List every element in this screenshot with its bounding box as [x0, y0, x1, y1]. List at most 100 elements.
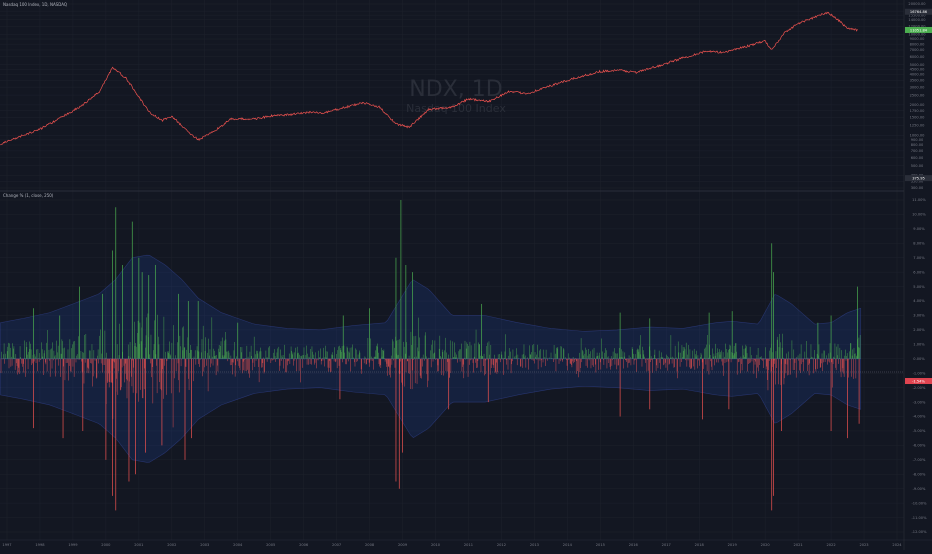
price-tick-label: 500.00 [911, 164, 924, 168]
price-tick-label: 15500.00 [908, 13, 926, 17]
year-tick-label: 2013 [530, 543, 539, 547]
lower-band [0, 358, 862, 463]
year-tick-label: 2018 [695, 543, 705, 547]
price-tick-label: 1000.00 [910, 133, 926, 137]
change-tick-label: 8.00% [913, 242, 925, 246]
watermark: NDX, 1D Nasdaq 100 Index [406, 77, 506, 115]
price-tick-label: 1500.00 [910, 116, 926, 120]
year-tick-label: 2002 [167, 543, 176, 547]
year-tick-label: 2009 [398, 543, 408, 547]
price-tick-label: 8000.00 [910, 42, 926, 46]
price-tick-label: 700.00 [911, 149, 924, 153]
year-tick-label: 2006 [299, 543, 309, 547]
change-tick-label: -8.00% [913, 472, 926, 476]
change-tick-label: 1.00% [913, 343, 925, 347]
year-tick-label: 2020 [761, 543, 771, 547]
year-tick-label: 2007 [332, 543, 341, 547]
change-tick-label: 9.00% [913, 227, 925, 231]
change-tick-label: -2.00% [913, 386, 926, 390]
year-tick-label: 2022 [826, 543, 835, 547]
change-tick-label: 6.00% [913, 270, 925, 274]
price-tick-label: 10000.00 [908, 33, 926, 37]
change-axis[interactable]: 11.00% 10.00% 9.00% 8.00% 7.00% 6.00% 5.00% 4.0… [912, 198, 928, 534]
time-axis[interactable]: 1997 1998 1999 2000 2001 2002 2003 2004 2005 2006… [2, 543, 902, 547]
price-tick-label: 12000.00 [908, 25, 926, 29]
price-tick-label: 900.00 [911, 138, 924, 142]
change-tick-label: -12.00% [912, 530, 928, 534]
price-tick-label: 350.00 [911, 179, 924, 183]
year-tick-label: 2000 [101, 543, 111, 547]
symbol-legend[interactable]: Nasdaq 100 Index, 1D, NASDAQ [3, 2, 68, 7]
price-tick-label: 600.00 [911, 156, 924, 160]
change-tick-label: -10.00% [912, 501, 928, 505]
change-tick-label: 11.00% [912, 198, 926, 202]
change-tick-label: -7.00% [913, 458, 926, 462]
price-tick-label: 14000.00 [908, 18, 926, 22]
year-tick-label: 1997 [2, 543, 11, 547]
year-tick-label: 2003 [200, 543, 209, 547]
price-tick-label: 3000.00 [910, 85, 926, 89]
year-tick-label: 2015 [596, 543, 605, 547]
year-tick-label: 2012 [497, 543, 506, 547]
year-tick-label: 2017 [662, 543, 671, 547]
price-tick-label: 3500.00 [910, 79, 926, 83]
change-tick-label: 3.00% [913, 314, 925, 318]
price-axis[interactable]: 20000.0017000.0015500.0014000.0012000.00… [908, 2, 926, 190]
price-tick-label: 2000.00 [910, 103, 926, 107]
change-tick-label: -3.00% [913, 400, 926, 404]
year-tick-label: 2016 [629, 543, 639, 547]
change-tick-label: -1.00% [913, 371, 926, 375]
change-tick-label: -11.00% [912, 516, 928, 520]
price-tick-label: 7000.00 [910, 48, 926, 52]
price-tick-label: 800.00 [911, 143, 924, 147]
watermark-symbol: NDX, 1D [409, 77, 502, 102]
year-tick-label: 2005 [266, 543, 275, 547]
year-tick-label: 2023 [859, 543, 868, 547]
change-tick-label: 10.00% [912, 213, 926, 217]
change-tick-label: 2.00% [913, 328, 925, 332]
year-tick-label: 1998 [35, 543, 45, 547]
year-tick-label: 2004 [233, 543, 243, 547]
volatility-bands [0, 254, 862, 463]
change-tick-label: -6.00% [913, 444, 926, 448]
price-tick-label: 20000.00 [908, 2, 926, 6]
price-tick-label: 2500.00 [910, 93, 926, 97]
change-tick-label: 7.00% [913, 256, 925, 260]
year-tick-label: 2011 [464, 543, 473, 547]
high-badge-text: 16764.86 [910, 10, 928, 14]
year-tick-label: 2024 [892, 543, 902, 547]
change-last-badge-text: -1.54% [912, 379, 925, 383]
year-tick-label: 2008 [365, 543, 375, 547]
change-last-badge-bg [905, 378, 932, 385]
price-tick-label: 1250.00 [910, 124, 926, 128]
change-tick-label: 5.00% [913, 285, 925, 289]
year-tick-label: 2019 [728, 543, 738, 547]
year-tick-label: 2014 [563, 543, 573, 547]
year-tick-label: 2010 [431, 543, 441, 547]
last-price-badge-bg [905, 26, 932, 33]
change-tick-label: -9.00% [913, 487, 926, 491]
price-tick-label: 4500.00 [910, 68, 926, 72]
price-series [0, 11, 858, 146]
axis-badges: 16764.86 11051.84 375.95 -1.54% [905, 8, 932, 385]
price-tick-label: 4000.00 [910, 73, 926, 77]
price-tick-label: 5000.00 [910, 63, 926, 67]
indicator-legend[interactable]: Change % (1, close, 250) [3, 193, 54, 198]
year-tick-label: 1999 [68, 543, 78, 547]
price-tick-label: 6000.00 [910, 55, 926, 59]
change-tick-label: -4.00% [913, 415, 926, 419]
upper-band [0, 254, 862, 360]
year-tick-label: 2021 [794, 543, 803, 547]
year-tick-label: 2001 [134, 543, 143, 547]
low-badge-bg [905, 175, 932, 182]
high-badge-bg [905, 8, 932, 15]
price-tick-label: 300.00 [911, 186, 924, 190]
change-bars [0, 200, 861, 511]
watermark-description: Nasdaq 100 Index [406, 102, 506, 115]
price-tick-label: 1750.00 [910, 109, 926, 113]
change-tick-label: 0.00% [913, 357, 925, 361]
last-price-badge-text: 11051.84 [910, 28, 928, 32]
change-tick-label: -5.00% [913, 429, 926, 433]
price-tick-label: 9000.00 [910, 37, 926, 41]
